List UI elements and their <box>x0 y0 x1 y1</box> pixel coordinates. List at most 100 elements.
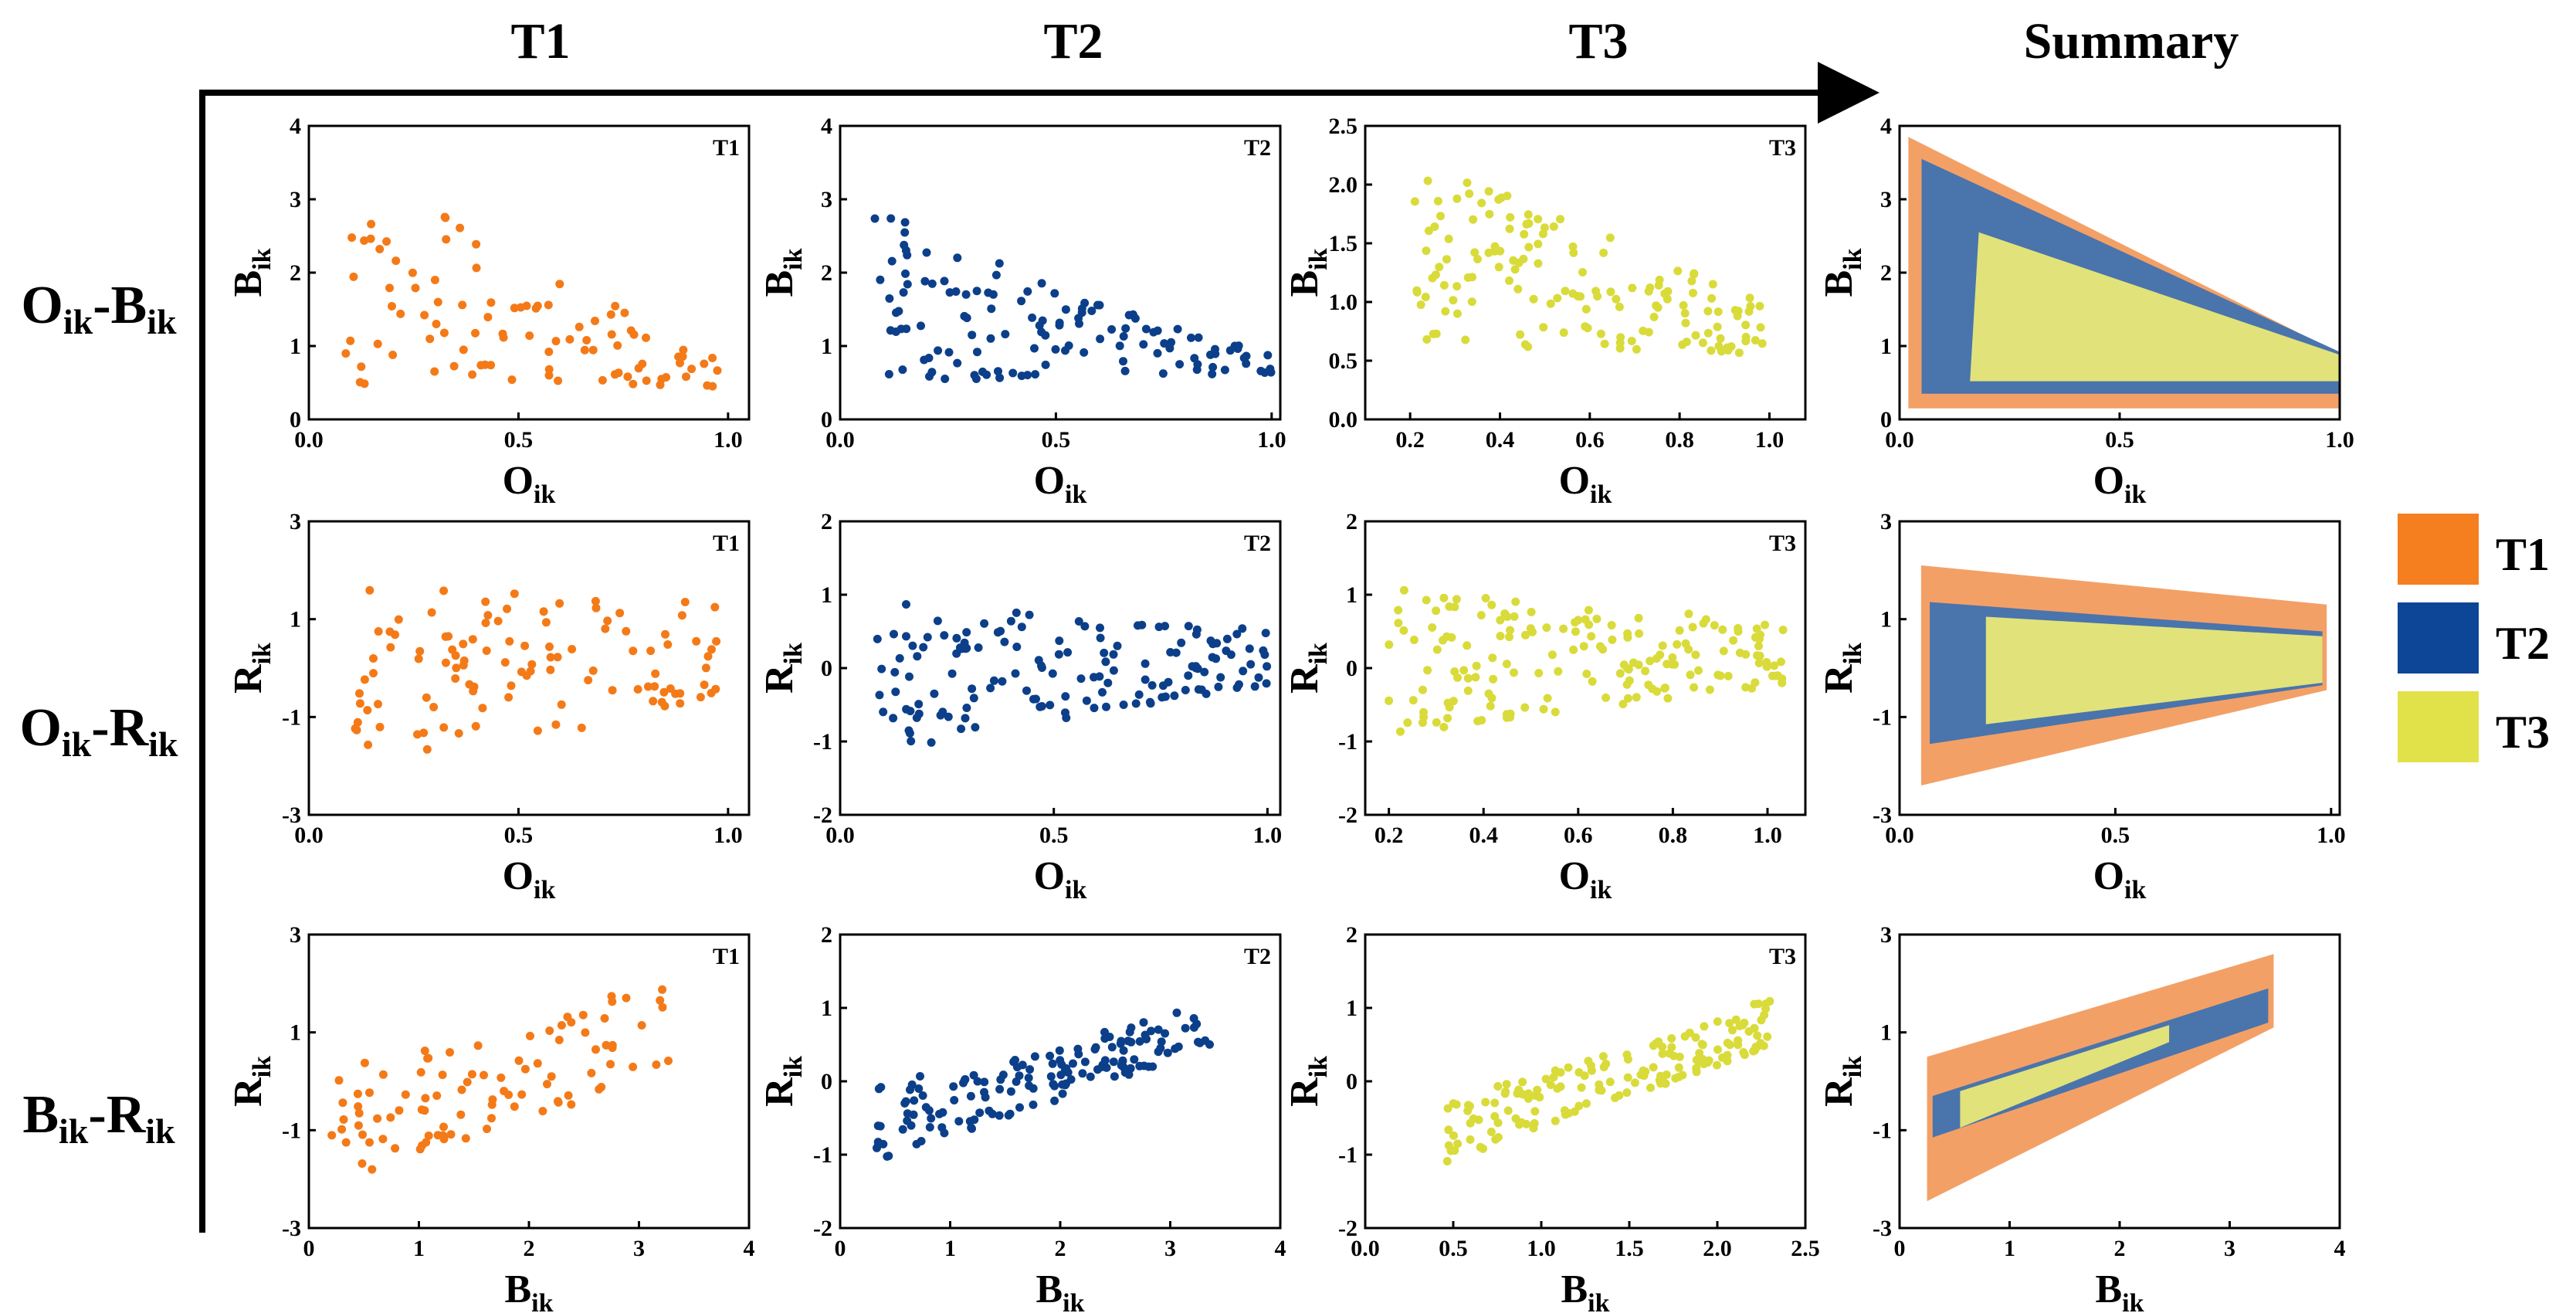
scatter-point <box>1110 1072 1119 1081</box>
scatter-point <box>1586 1061 1595 1070</box>
scatter-point <box>906 707 915 716</box>
scatter-point <box>1189 1014 1198 1023</box>
scatter-point <box>1759 1041 1768 1050</box>
panel-tag: T1 <box>713 944 740 969</box>
y-axis-label: Rik <box>758 643 808 694</box>
x-tick-label: 0.5 <box>504 823 534 848</box>
scatter-point <box>1777 657 1785 667</box>
scatter-point <box>538 1107 547 1116</box>
row-label-ob-main2: B <box>111 276 147 335</box>
scatter-point <box>1770 661 1779 670</box>
scatter-point <box>1571 627 1580 636</box>
legend-label-t3: T3 <box>2496 707 2550 758</box>
scatter-point <box>1441 307 1450 316</box>
scatter-point <box>975 1108 985 1118</box>
scatter-point <box>1561 287 1570 296</box>
scatter-point <box>533 1059 542 1068</box>
scatter-point <box>1534 239 1543 249</box>
scatter-point <box>1669 1051 1678 1060</box>
scatter-point <box>1513 1089 1522 1098</box>
scatter-point <box>1473 255 1482 263</box>
y-tick-label: -2 <box>1338 802 1357 828</box>
scatter-point <box>1432 645 1442 654</box>
scatter-point <box>1212 654 1221 663</box>
scatter-point <box>1119 357 1127 366</box>
plot-frame <box>1898 520 2341 816</box>
y-tick-label: 3 <box>290 187 301 212</box>
scatter-point <box>1125 1027 1134 1036</box>
scatter-point <box>1515 1120 1524 1129</box>
scatter-point <box>1679 300 1688 310</box>
scatter-point <box>909 1110 918 1119</box>
scatter-point <box>1113 641 1122 650</box>
scatter-point <box>607 330 616 339</box>
scatter-point <box>879 707 888 717</box>
scatter-point <box>980 1087 988 1097</box>
scatter-point <box>1095 300 1104 310</box>
x-tick-label: 3 <box>633 1236 645 1261</box>
region-t3 <box>1960 1025 2170 1128</box>
scatter-point <box>1584 606 1593 615</box>
scatter-point <box>1491 1135 1500 1144</box>
scatter-point <box>1658 1042 1667 1051</box>
scatter-point <box>1653 303 1663 312</box>
scatter-point <box>1489 674 1498 684</box>
x-tick-label: 0.4 <box>1486 427 1515 453</box>
scatter-point <box>353 1089 362 1098</box>
scatter-point <box>1263 351 1273 360</box>
x-tick-label: 0.0 <box>294 427 324 453</box>
scatter-point <box>1598 1052 1608 1061</box>
scatter-point <box>1569 645 1578 654</box>
scatter-point <box>1741 683 1751 692</box>
scatter-point <box>1050 1096 1059 1105</box>
scatter-point <box>701 663 710 673</box>
scatter-point <box>1453 1139 1463 1148</box>
x-axis-label: Oik <box>1559 459 1612 509</box>
scatter-point <box>1063 648 1073 657</box>
scatter-point <box>1559 624 1568 633</box>
scatter-point <box>588 345 598 355</box>
scatter-point <box>902 600 910 609</box>
scatter-point <box>921 1103 930 1112</box>
scatter-point <box>1530 1119 1539 1128</box>
row-label-ob: Oik-Bik <box>21 276 177 341</box>
x-axis-label: Oik <box>2093 459 2147 509</box>
scatter-point <box>1521 630 1530 640</box>
scatter-point <box>396 309 405 318</box>
scatter-point <box>917 321 925 331</box>
x-tick-label: 1.5 <box>1615 1236 1644 1261</box>
scatter-point <box>1488 653 1497 663</box>
scatter-point <box>1576 292 1585 301</box>
x-axis-label: Oik <box>2093 854 2147 904</box>
scatter-point <box>1667 1043 1676 1052</box>
row-label-ob-dash: - <box>93 276 110 335</box>
scatter-point <box>1421 293 1430 301</box>
legend: T1 T2 T3 <box>2398 514 2550 762</box>
scatter-point <box>1439 636 1447 645</box>
scatter-point <box>1452 194 1462 203</box>
scatter-point <box>395 1106 404 1115</box>
row-label-br: Bik-Rik <box>22 1085 175 1151</box>
scatter-point <box>1578 268 1587 277</box>
scatter-point <box>454 729 463 738</box>
scatter-point <box>1058 1089 1067 1098</box>
y-tick-label: 4 <box>821 114 832 139</box>
scatter-point <box>996 626 1005 636</box>
scatter-point <box>1048 669 1057 678</box>
scatter-point <box>1167 338 1176 347</box>
scatter-point <box>1041 331 1050 340</box>
scatter-point <box>1585 620 1594 629</box>
scatter-point <box>449 361 459 371</box>
x-tick-label: 2.5 <box>1791 1236 1820 1261</box>
y-tick-label: 1.5 <box>1329 231 1358 256</box>
panel-tag: T1 <box>713 531 740 556</box>
scatter-point <box>1447 633 1456 642</box>
panel-r1c2: 0.2 0.4 0.6 0.8 1.0 -2 -1 0 1 2 Oik Rik T3 <box>1283 509 1807 904</box>
scatter-point <box>954 1117 964 1126</box>
scatter-point <box>1734 307 1743 316</box>
scatter-point <box>1539 323 1548 332</box>
scatter-point <box>682 372 690 382</box>
scatter-point <box>1031 370 1040 379</box>
scatter-point <box>510 304 519 313</box>
scatter-point <box>980 1077 989 1087</box>
